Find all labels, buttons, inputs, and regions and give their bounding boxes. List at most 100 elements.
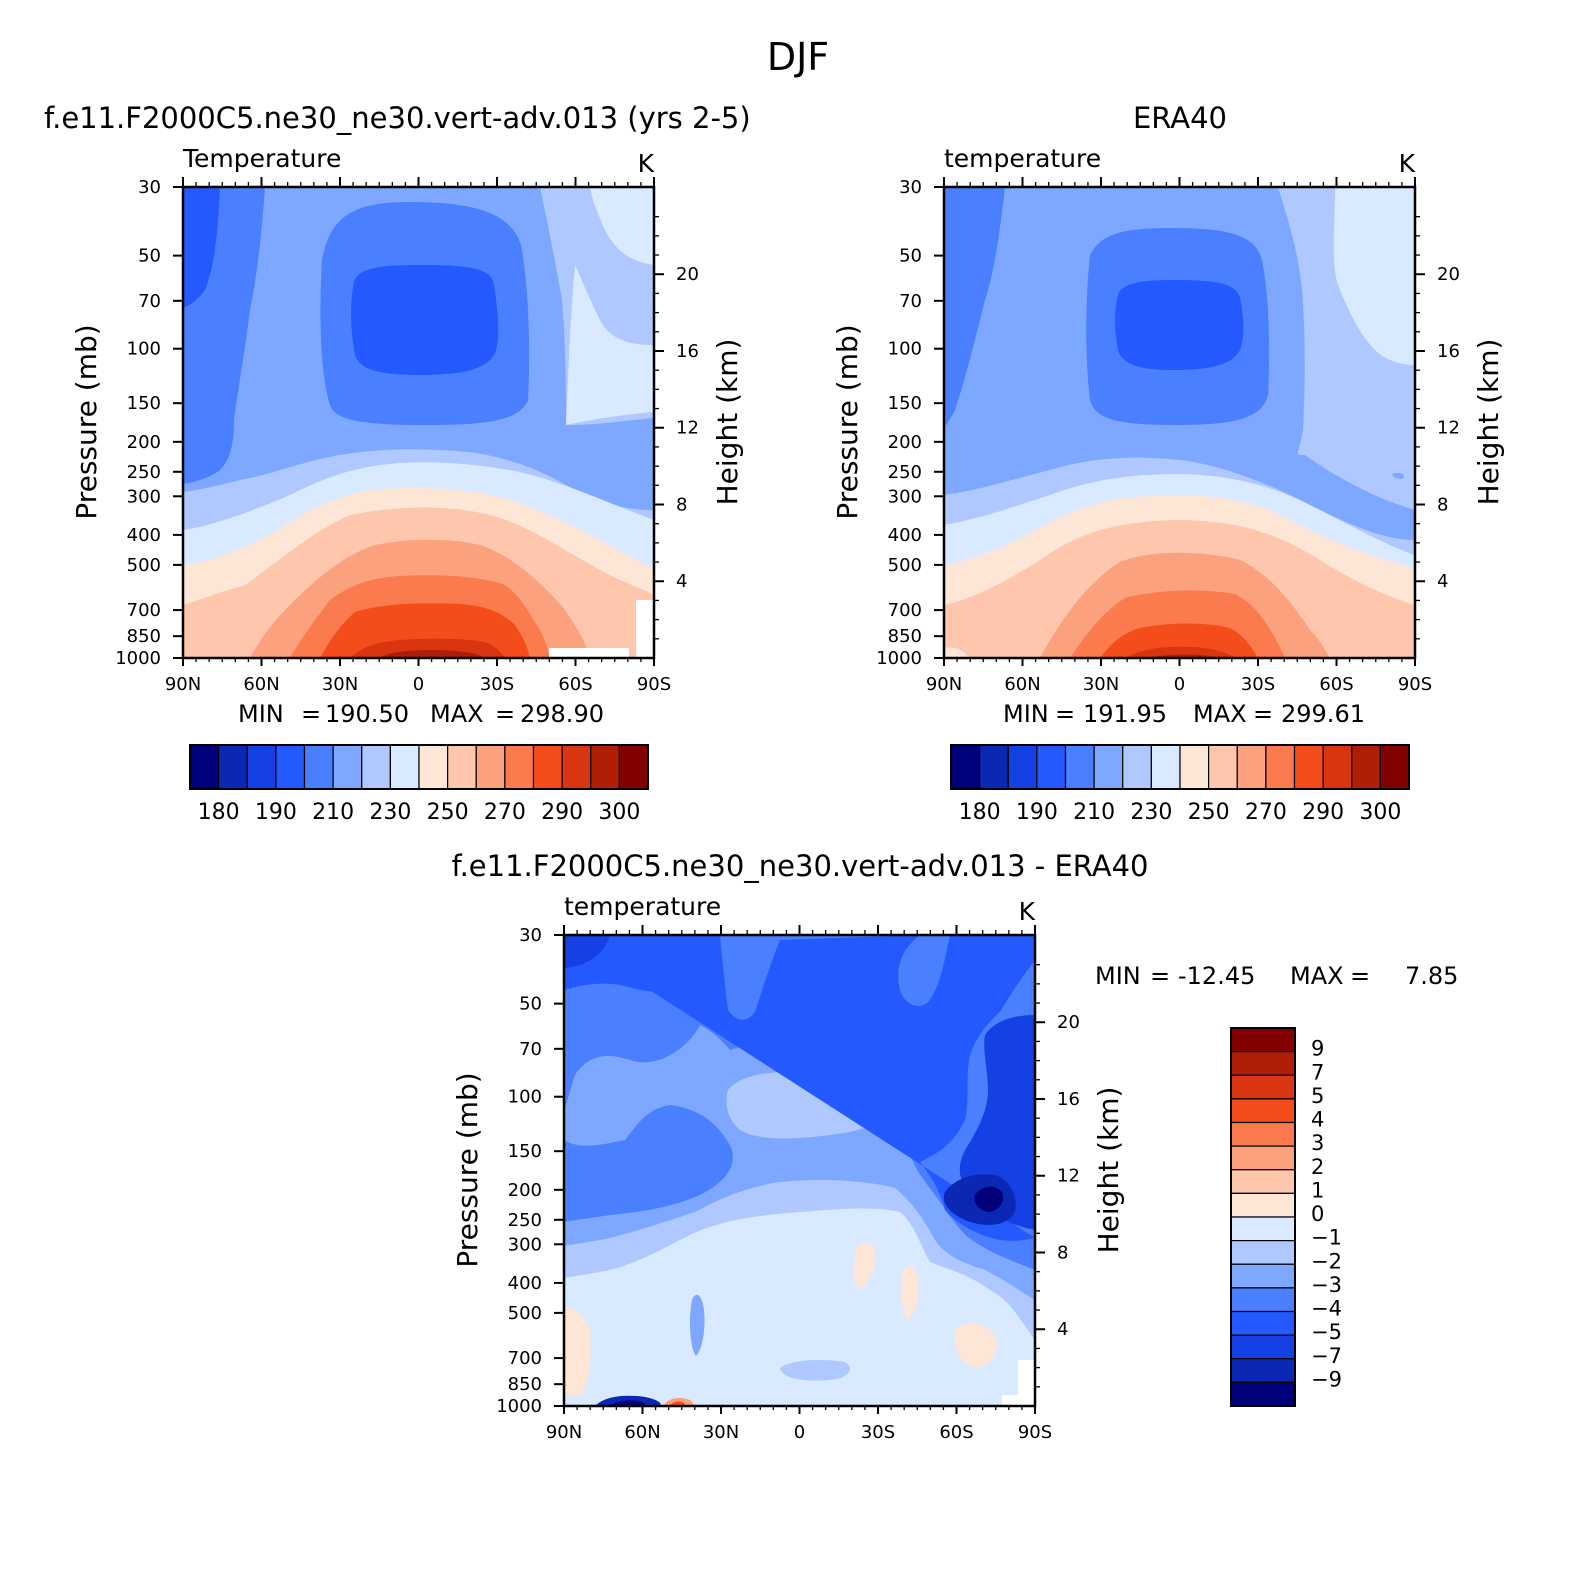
colorbar-swatch [1230,1145,1296,1171]
x-tick-label: 0 [794,1422,805,1443]
colorbar-swatch [561,744,592,790]
x-tick-label: 30S [861,1422,895,1443]
panel-diff: f.e11.F2000C5.ne30_ne30.vert-adv.013 - E… [451,849,1458,1408]
x-tick-label: 30N [1083,674,1119,695]
colorbar-swatch [218,744,248,790]
colorbar-swatch [1230,1051,1296,1076]
colorbar-label: 250 [1188,800,1230,825]
x-tick-label: 60N [1004,674,1040,695]
y-tick-label: 70 [519,1039,542,1060]
y-tick-label: 300 [888,486,922,507]
min-equals: = [1055,700,1075,728]
colorbar-swatch [447,744,477,790]
colorbar-swatch [1230,1287,1296,1313]
colorbar-label: 250 [427,800,469,825]
field-band [780,1360,850,1381]
colorbar-swatch [418,744,449,790]
max-label: MAX [1193,700,1247,728]
colorbar-model: 180 190 210 230 250 270 290 300 [189,744,649,825]
axes-model: 90N 60N 30N 0 30S 60S 90S 30 50 70 100 150 200 250 300… [115,177,699,695]
colorbar-layer: 180 190 210 230 250 270 290 300 180 190 210 230 250 2… [189,744,1410,1407]
min-value: 190.50 [325,700,409,728]
panel-model-field [183,187,654,658]
colorbar-obs: 180 190 210 230 250 270 290 300 [950,744,1410,825]
field-band [564,1307,591,1395]
colorbar-label: −3 [1311,1273,1342,1297]
colorbar-swatch [1230,1381,1296,1407]
y-tick-label: 250 [127,462,161,483]
y-tick-label: 700 [508,1348,542,1369]
height-tick-label: 20 [676,264,699,285]
panel-obs-units: K [1399,149,1416,178]
height-tick-label: 20 [1057,1012,1080,1033]
y-tick-label: 300 [127,486,161,507]
max-value: 299.61 [1281,700,1365,728]
panel-diff-units: K [1019,897,1036,926]
panel-diff-ylabel: Pressure (mb) [451,1072,484,1267]
axes-obs: 90N 60N 30N 0 30S 60S 90S 30 50 70 100 150 200 250 300… [876,177,1460,695]
colorbar-swatch [1230,1334,1296,1360]
colorbar-frame [189,744,649,790]
field-band [954,1323,997,1368]
colorbar-swatch [1064,744,1095,790]
colorbar-swatch [189,744,220,790]
field-band [944,647,968,658]
panel-diff-title: f.e11.F2000C5.ne30_ne30.vert-adv.013 - E… [451,849,1148,883]
min-label: MIN [238,700,284,728]
colorbar-swatch [532,744,563,790]
y-tick-label: 100 [888,339,922,360]
panel-model-title: f.e11.F2000C5.ne30_ne30.vert-adv.013 (yr… [44,101,751,135]
colorbar-swatch [1236,744,1267,790]
panel-obs-ylabel: Pressure (mb) [831,324,864,519]
y-tick-label: 250 [508,1210,542,1231]
colorbar-label: 2 [1311,1155,1324,1179]
min-equals: = [1150,962,1170,990]
y-tick-label: 1000 [876,648,922,669]
colorbar-label: 270 [484,800,526,825]
y-tick-label: 150 [508,1141,542,1162]
y-tick-label: 70 [138,291,161,312]
colorbar-label: −2 [1311,1249,1342,1273]
panel-obs-title: ERA40 [1133,101,1227,135]
colorbar-swatch [1208,744,1238,790]
colorbar-label: 290 [1302,800,1344,825]
x-tick-label: 90N [926,674,962,695]
colorbar-label: 190 [255,800,297,825]
colorbar-label: 0 [1311,1202,1324,1226]
colorbar-swatch [1036,744,1067,790]
colorbar-swatch [1230,1169,1296,1194]
colorbar-label: 300 [598,800,640,825]
min-label: MIN [1095,962,1141,990]
x-tick-label: 30S [480,674,514,695]
y-tick-label: 500 [508,1303,542,1324]
max-value: 298.90 [520,700,604,728]
colorbar-swatch [332,744,363,790]
colorbar-swatch [950,744,981,790]
colorbar-label: 230 [1130,800,1172,825]
missing-data [636,600,654,658]
y-tick-label: 250 [888,462,922,483]
y-tick-label: 700 [127,600,161,621]
x-tick-label: 90N [546,1422,582,1443]
y-tick-label: 150 [888,393,922,414]
y-tick-label: 50 [519,994,542,1015]
panel-obs-field [944,187,1415,658]
colorbar-swatch [979,744,1009,790]
colorbar-swatch [1230,1121,1296,1147]
y-tick-label: 1000 [496,1396,542,1417]
colorbar-label: −5 [1311,1320,1342,1344]
x-tick-label: 30N [322,674,358,695]
max-value: 7.85 [1405,962,1458,990]
y-tick-label: 500 [888,555,922,576]
field-band [1125,646,1235,658]
panel-obs-ylabel-right: Height (km) [1472,339,1505,506]
panel-model-ylabel: Pressure (mb) [70,324,103,519]
colorbar-label: 7 [1311,1060,1324,1084]
height-tick-label: 20 [1437,264,1460,285]
height-tick-label: 8 [1057,1242,1068,1263]
x-tick-label: 90N [165,674,201,695]
field-band [590,187,654,265]
y-tick-label: 200 [508,1180,542,1201]
colorbar-swatch [1293,744,1324,790]
